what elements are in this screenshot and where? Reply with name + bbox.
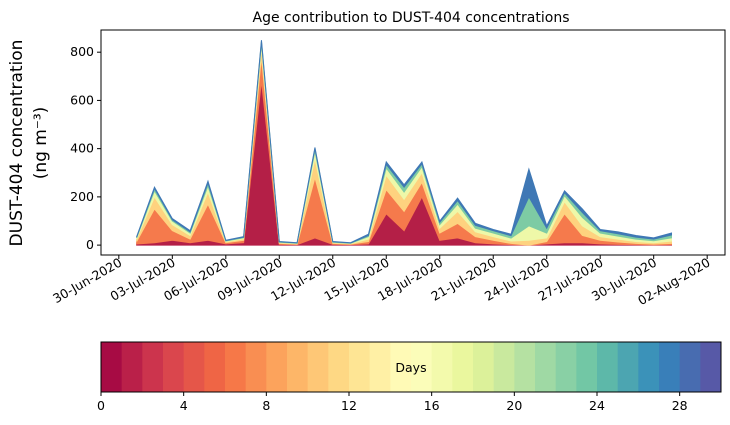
plot-frame <box>100 29 726 256</box>
colorbar-cell <box>679 342 701 392</box>
y-tick-label: 600 <box>70 92 94 107</box>
colorbar-cell <box>163 342 185 392</box>
colorbar-label: Days <box>395 360 426 375</box>
y-axis-label: DUST-404 concentration <box>7 40 27 247</box>
colorbar-cell <box>328 342 350 392</box>
colorbar-cell <box>452 342 474 392</box>
colorbar-tick-label: 0 <box>97 398 105 413</box>
colorbar-cell <box>142 342 164 392</box>
colorbar-cell <box>349 342 371 392</box>
colorbar-cell <box>473 342 495 392</box>
colorbar-cell <box>638 342 660 392</box>
colorbar-frame <box>100 341 722 393</box>
colorbar-cell <box>121 342 143 392</box>
colorbar-tick-label: 12 <box>341 398 357 413</box>
chart-title: Age contribution to DUST-404 concentrati… <box>253 10 570 26</box>
y-axis-label: (ng m⁻³) <box>31 107 51 180</box>
colorbar-cell <box>659 342 681 392</box>
colorbar-cell <box>390 342 412 392</box>
colorbar-cell <box>535 342 557 392</box>
colorbar-cell <box>493 342 515 392</box>
colorbar-cell <box>266 342 288 392</box>
colorbar-tick-label: 24 <box>589 398 605 413</box>
colorbar-cell <box>431 342 453 392</box>
colorbar-cell <box>204 342 226 392</box>
colorbar-tick-label: 16 <box>424 398 440 413</box>
colorbar-cell <box>597 342 619 392</box>
colorbar-tick-label: 4 <box>180 398 188 413</box>
colorbar-tick-label: 20 <box>506 398 522 413</box>
colorbar-cell <box>225 342 247 392</box>
colorbar-cell <box>576 342 598 392</box>
y-tick-label: 400 <box>70 141 94 156</box>
colorbar-cell <box>183 342 205 392</box>
colorbar-cell <box>369 342 391 392</box>
colorbar-tick-label: 28 <box>672 398 688 413</box>
area <box>136 40 673 244</box>
y-tick-label: 200 <box>70 189 94 204</box>
y-tick-label: 0 <box>86 237 94 252</box>
colorbar-cell <box>700 342 722 392</box>
y-tick-label: 800 <box>70 44 94 59</box>
colorbar-cell <box>245 342 267 392</box>
colorbar-cell <box>101 342 123 392</box>
colorbar-cell <box>514 342 536 392</box>
colorbar-cell <box>555 342 577 392</box>
colorbar-cell <box>287 342 309 392</box>
colorbar-cell <box>411 342 433 392</box>
colorbar-cell <box>307 342 329 392</box>
colorbar-tick-label: 8 <box>262 398 270 413</box>
colorbar-cell <box>617 342 639 392</box>
